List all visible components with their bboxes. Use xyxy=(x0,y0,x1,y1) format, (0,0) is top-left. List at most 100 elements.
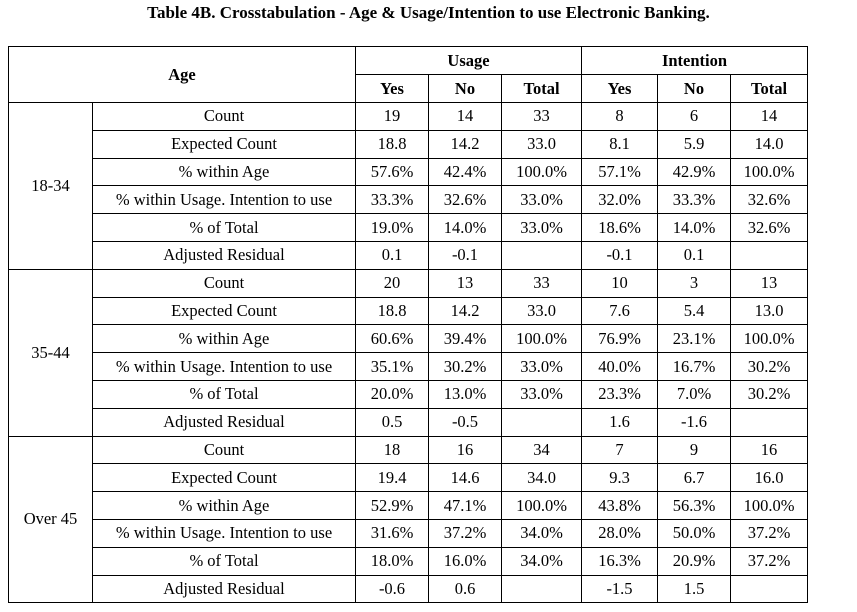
intention-yes-cell: 8 xyxy=(581,102,658,131)
intention-no-header: No xyxy=(657,74,731,103)
usage-no-cell: 39.4% xyxy=(428,324,502,354)
intention-total-cell: 13.0 xyxy=(730,296,808,326)
table-row: Over 45 Count 18 16 34 7 9 16 xyxy=(8,435,808,604)
intention-yes-cell: 57.1% xyxy=(581,157,658,187)
intention-no-cell: 20.9% xyxy=(657,546,731,576)
table-row: % within Age 60.6% 39.4% 100.0% 76.9% 23.1% 10… xyxy=(9,324,808,354)
intention-total-cell: 16 xyxy=(730,435,808,465)
usage-total-cell: 33 xyxy=(501,268,582,298)
intention-total-cell: 100.0% xyxy=(730,491,808,520)
intention-total-cell: 13 xyxy=(730,268,808,298)
usage-no-cell: 14.2 xyxy=(428,129,502,159)
statistic-label: Adjusted Residual xyxy=(92,574,356,604)
intention-no-cell: -1.6 xyxy=(657,407,731,437)
intention-no-cell: 33.3% xyxy=(657,185,731,215)
usage-total-cell: 33.0 xyxy=(501,296,582,326)
intention-yes-cell: 7 xyxy=(581,435,658,465)
table-row: % within Age 57.6% 42.4% 100.0% 57.1% 42.9% 10… xyxy=(9,157,808,187)
table-row: 18-34 Count 19 14 33 8 6 14 xyxy=(8,102,808,270)
usage-yes-cell: 35.1% xyxy=(355,352,429,381)
intention-total-cell xyxy=(730,574,808,604)
intention-total-cell xyxy=(730,240,808,270)
table-row: % within Usage. Intention to use 31.6% 37.… xyxy=(9,518,808,548)
usage-yes-header: Yes xyxy=(355,74,429,103)
usage-yes-cell: 60.6% xyxy=(355,324,429,354)
statistic-label: Count xyxy=(92,435,356,465)
usage-yes-cell: 18 xyxy=(355,435,429,465)
intention-yes-cell: 8.1 xyxy=(581,129,658,159)
intention-total-cell: 32.6% xyxy=(730,213,808,242)
usage-no-cell: 13 xyxy=(428,268,502,298)
statistic-label: % within Age xyxy=(92,157,356,187)
header-row-groups: Age Usage Intention xyxy=(8,46,808,103)
intention-total-cell: 100.0% xyxy=(730,157,808,187)
usage-total-cell: 34.0 xyxy=(501,463,582,493)
intention-total-cell: 100.0% xyxy=(730,324,808,354)
usage-no-cell: 32.6% xyxy=(428,185,502,215)
header-row-columns: Yes No Total Yes No Total xyxy=(9,74,808,103)
usage-total-cell: 100.0% xyxy=(501,157,582,187)
usage-yes-cell: 19.4 xyxy=(355,463,429,493)
intention-no-cell: 0.1 xyxy=(657,240,731,270)
statistic-label: Count xyxy=(92,102,356,131)
usage-yes-cell: 52.9% xyxy=(355,491,429,520)
usage-no-cell: -0.5 xyxy=(428,407,502,437)
intention-yes-cell: 16.3% xyxy=(581,546,658,576)
age-group-cell: 18-34 xyxy=(8,102,93,270)
usage-no-cell: 37.2% xyxy=(428,518,502,548)
table-row: Expected Count 19.4 14.6 34.0 9.3 6.7 16.0 xyxy=(9,463,808,493)
usage-yes-cell: 20 xyxy=(355,268,429,298)
intention-yes-cell: 28.0% xyxy=(581,518,658,548)
usage-total-cell: 33.0 xyxy=(501,129,582,159)
usage-no-cell: 14.0% xyxy=(428,213,502,242)
usage-no-cell: 47.1% xyxy=(428,491,502,520)
intention-total-cell: 14 xyxy=(730,102,808,131)
intention-total-cell: 37.2% xyxy=(730,518,808,548)
usage-yes-cell: 0.1 xyxy=(355,240,429,270)
table-row: % within Usage. Intention to use 33.3% 32.… xyxy=(9,185,808,215)
statistic-label: Expected Count xyxy=(92,296,356,326)
usage-total-header: Total xyxy=(501,74,582,103)
usage-no-cell: 30.2% xyxy=(428,352,502,381)
usage-yes-cell: 20.0% xyxy=(355,379,429,409)
intention-yes-cell: 43.8% xyxy=(581,491,658,520)
usage-total-cell: 33.0% xyxy=(501,213,582,242)
usage-total-cell xyxy=(501,574,582,604)
table-row: % within Age 52.9% 47.1% 100.0% 43.8% 56.3% 10… xyxy=(9,491,808,520)
usage-total-cell: 100.0% xyxy=(501,324,582,354)
intention-total-cell: 32.6% xyxy=(730,185,808,215)
table-row: Adjusted Residual 0.5 -0.5 1.6 -1.6 xyxy=(9,407,808,437)
intention-no-cell: 6.7 xyxy=(657,463,731,493)
usage-no-cell: -0.1 xyxy=(428,240,502,270)
usage-no-cell: 0.6 xyxy=(428,574,502,604)
usage-no-cell: 16 xyxy=(428,435,502,465)
table-row: % of Total 19.0% 14.0% 33.0% 18.6% 14.0% 32.6% xyxy=(9,213,808,242)
intention-no-cell: 14.0% xyxy=(657,213,731,242)
statistic-label: % of Total xyxy=(92,379,356,409)
intention-no-cell: 42.9% xyxy=(657,157,731,187)
intention-yes-cell: 32.0% xyxy=(581,185,658,215)
age-group-cell: Over 45 xyxy=(8,435,93,604)
statistic-label: Adjusted Residual xyxy=(92,407,356,437)
intention-no-cell: 56.3% xyxy=(657,491,731,520)
statistic-label: Count xyxy=(92,268,356,298)
intention-header: Intention xyxy=(581,46,808,75)
intention-yes-cell: 9.3 xyxy=(581,463,658,493)
usage-total-cell: 34 xyxy=(501,435,582,465)
crosstab-table: Age Usage Intention Yes No Total Yes No … xyxy=(8,46,808,604)
usage-yes-cell: 31.6% xyxy=(355,518,429,548)
usage-no-cell: 42.4% xyxy=(428,157,502,187)
statistic-label: % within Age xyxy=(92,491,356,520)
intention-yes-header: Yes xyxy=(581,74,658,103)
intention-no-cell: 50.0% xyxy=(657,518,731,548)
intention-no-cell: 3 xyxy=(657,268,731,298)
usage-total-cell: 33 xyxy=(501,102,582,131)
intention-yes-cell: 18.6% xyxy=(581,213,658,242)
age-header: Age xyxy=(8,46,356,103)
table-row: % of Total 18.0% 16.0% 34.0% 16.3% 20.9% 37.2% xyxy=(9,546,808,576)
table-row: Adjusted Residual -0.6 0.6 -1.5 1.5 xyxy=(9,574,808,604)
intention-yes-cell: 23.3% xyxy=(581,379,658,409)
usage-yes-cell: 19 xyxy=(355,102,429,131)
statistic-label: Adjusted Residual xyxy=(92,240,356,270)
intention-yes-cell: 76.9% xyxy=(581,324,658,354)
